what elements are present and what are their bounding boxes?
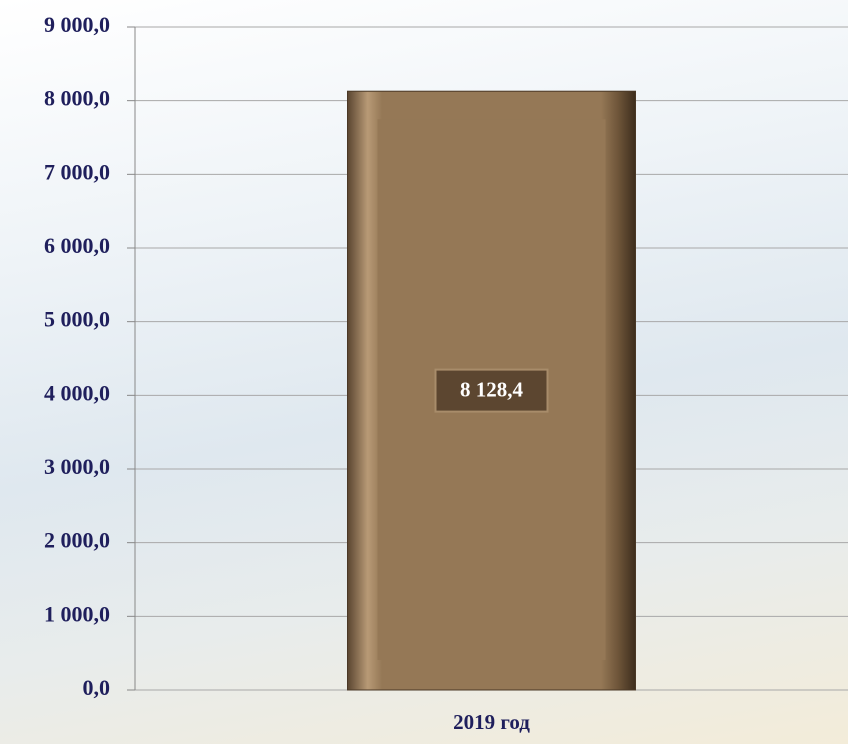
y-tick-label: 5 000,0	[44, 307, 110, 332]
y-tick-label: 6 000,0	[44, 233, 110, 258]
y-tick-label: 4 000,0	[44, 380, 110, 405]
y-tick-label: 3 000,0	[44, 454, 110, 479]
y-tick-label: 2 000,0	[44, 528, 110, 553]
y-tick-label: 0,0	[83, 675, 111, 700]
y-tick-label: 7 000,0	[44, 159, 110, 184]
value-label-box	[434, 368, 549, 413]
y-tick-label: 1 000,0	[44, 601, 110, 626]
y-tick-label: 9 000,0	[44, 12, 110, 37]
x-tick-label: 2019 год	[453, 710, 530, 734]
y-tick-label: 8 000,0	[44, 86, 110, 111]
value-label: 8 128,4	[460, 377, 524, 401]
